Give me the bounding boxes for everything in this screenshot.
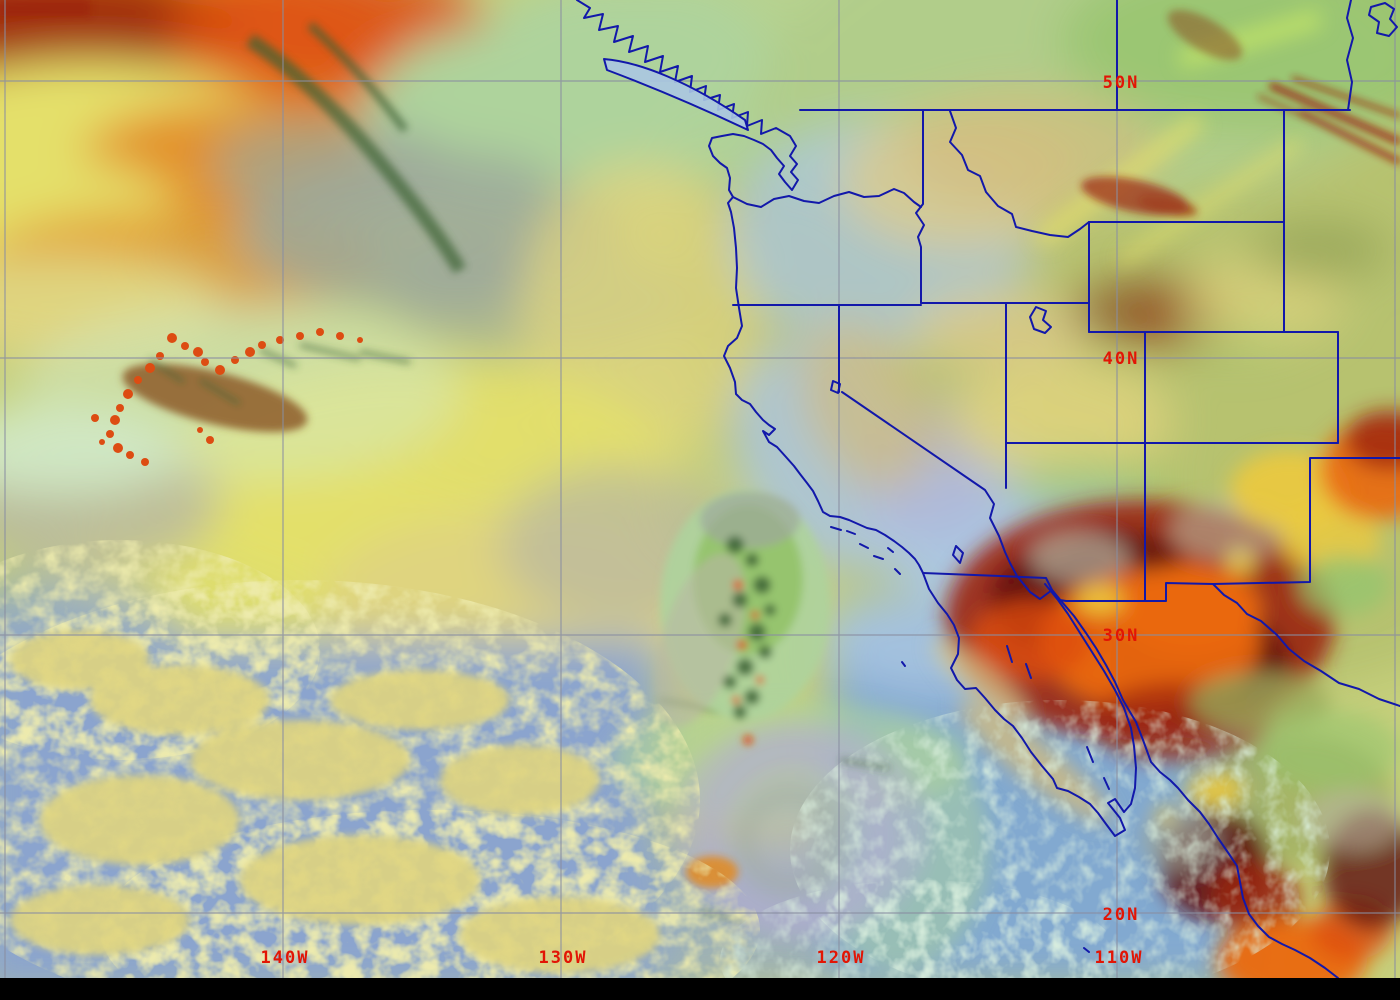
lon-label-140w: 140W <box>261 948 310 968</box>
lat-label-20n: 20N <box>1103 905 1140 925</box>
coastline-overlay <box>576 0 1398 978</box>
graticule-gridlines <box>0 0 1400 978</box>
cloud-imagery-layer <box>0 0 1400 978</box>
goes18-satellite-map: 50N 40N 30N 20N 140W 130W 120W 110W <box>0 0 1400 978</box>
lon-label-130w: 130W <box>539 948 588 968</box>
lat-label-50n: 50N <box>1103 73 1140 93</box>
lon-label-110w: 110W <box>1095 948 1144 968</box>
coordinate-labels: 50N 40N 30N 20N 140W 130W 120W 110W <box>261 73 1144 968</box>
lat-label-40n: 40N <box>1103 349 1140 369</box>
state-borders-overlay <box>732 0 1400 707</box>
lon-label-120w: 120W <box>817 948 866 968</box>
lat-label-30n: 30N <box>1103 626 1140 646</box>
status-bar: GOES-18 RGB DAY:R=C2 G=C7-14 B=C14 NIGHT… <box>0 978 1400 1000</box>
